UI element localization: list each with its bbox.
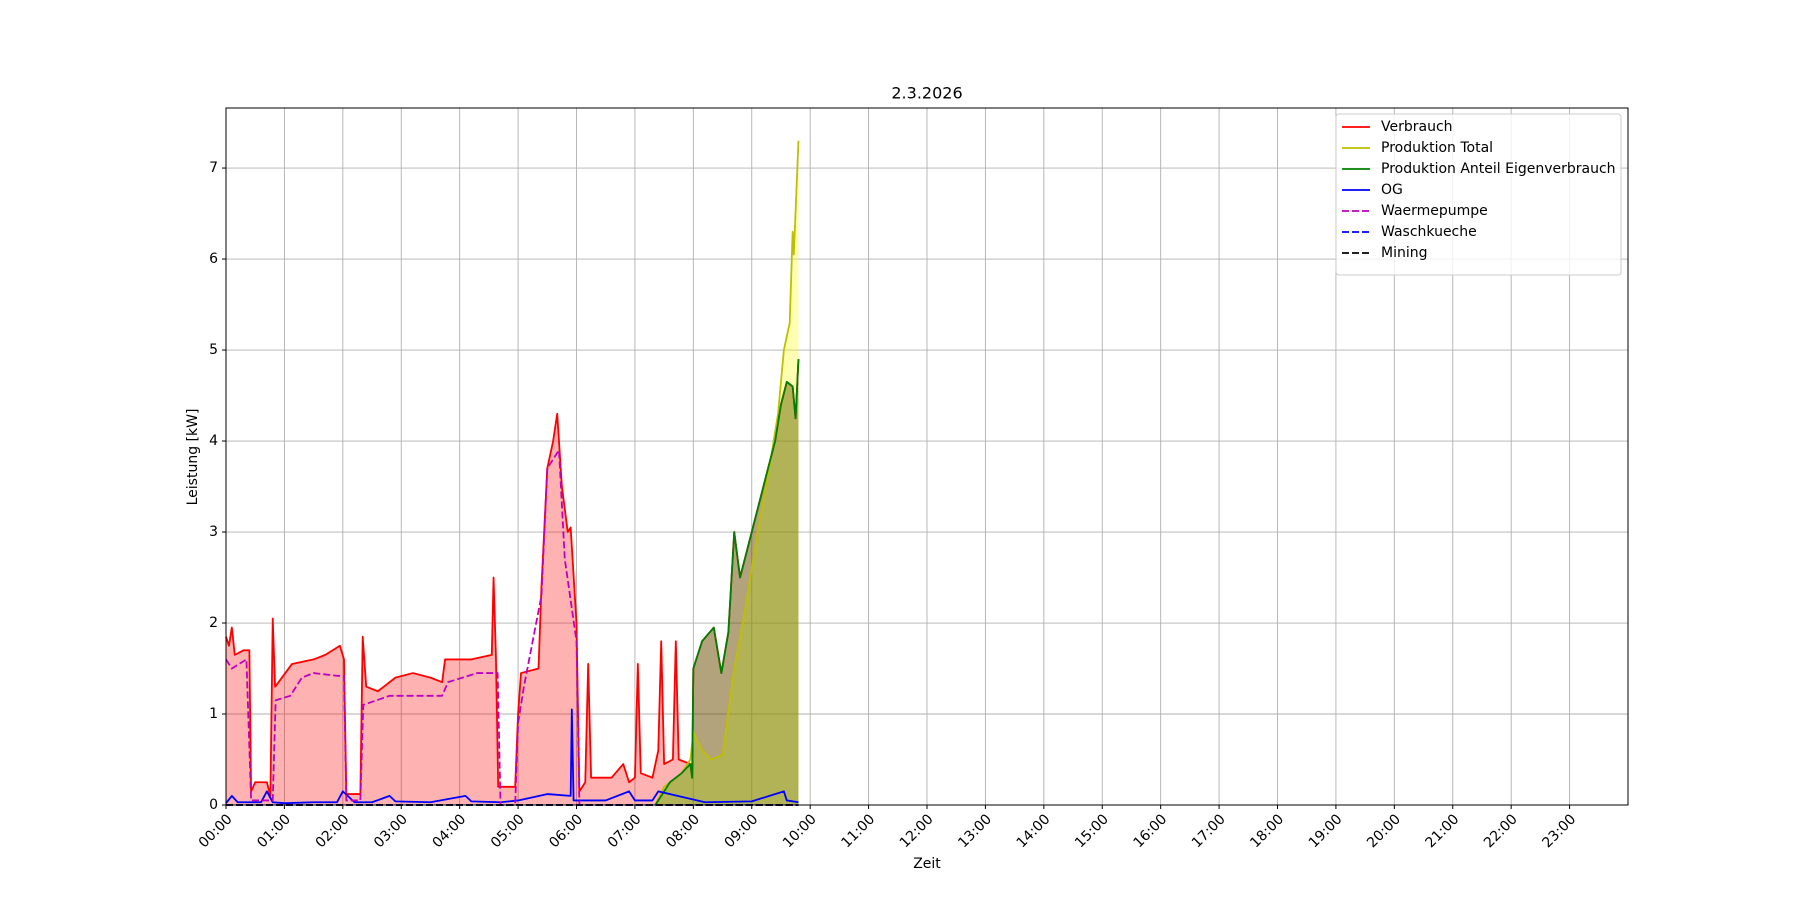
x-tick-label: 12:00 [897,811,937,851]
legend-label: Waermepumpe [1381,203,1488,219]
x-tick-label: 00:00 [196,811,236,851]
legend-label: Verbrauch [1381,119,1453,135]
y-tick-label: 2 [209,615,218,631]
legend-label: Mining [1381,245,1428,261]
line [654,140,800,806]
x-tick-label: 14:00 [1014,811,1054,851]
line [654,359,800,806]
area [226,359,799,805]
x-tick-label: 07:00 [605,811,645,851]
x-tick-label: 03:00 [371,811,411,851]
x-tick-label: 13:00 [955,811,995,851]
legend-label: Produktion Anteil Eigenverbrauch [1381,161,1616,177]
y-tick-label: 4 [209,433,218,449]
x-tick-label: 01:00 [254,811,294,851]
x-tick-label: 09:00 [722,811,762,851]
x-tick-label: 10:00 [780,811,820,851]
area [655,140,799,805]
x-tick-label: 02:00 [313,811,353,851]
x-tick-label: 08:00 [663,811,703,851]
y-tick-label: 5 [209,342,218,358]
chart-title: 2.3.2026 [891,84,962,103]
x-tick-label: 21:00 [1423,811,1463,851]
y-tick-label: 7 [209,160,218,176]
legend-label: OG [1381,182,1403,198]
x-tick-label: 04:00 [429,811,469,851]
area [655,359,799,805]
y-tick-label: 0 [209,797,218,813]
y-tick-label: 3 [209,524,218,540]
x-tick-label: 23:00 [1539,811,1579,851]
x-tick-label: 18:00 [1247,811,1287,851]
x-tick-label: 05:00 [488,811,528,851]
plot-frame [225,107,1629,806]
x-tick-label: 17:00 [1189,811,1229,851]
x-tick-label: 06:00 [546,811,586,851]
y-tick-label: 1 [209,706,218,722]
y-axis-label: Leistung [kW] [185,409,201,506]
legend-box [1335,113,1622,276]
legend-label: Waschkueche [1381,224,1477,240]
x-tick-label: 11:00 [838,811,878,851]
line [225,449,799,806]
line [225,708,799,805]
x-tick-label: 19:00 [1306,811,1346,851]
x-tick-label: 22:00 [1481,811,1521,851]
y-tick-label: 6 [209,251,218,267]
x-tick-label: 16:00 [1130,811,1170,851]
x-tick-label: 15:00 [1072,811,1112,851]
x-tick-label: 20:00 [1364,811,1404,851]
legend-label: Produktion Total [1381,140,1493,156]
x-axis-label: Zeit [913,856,941,872]
